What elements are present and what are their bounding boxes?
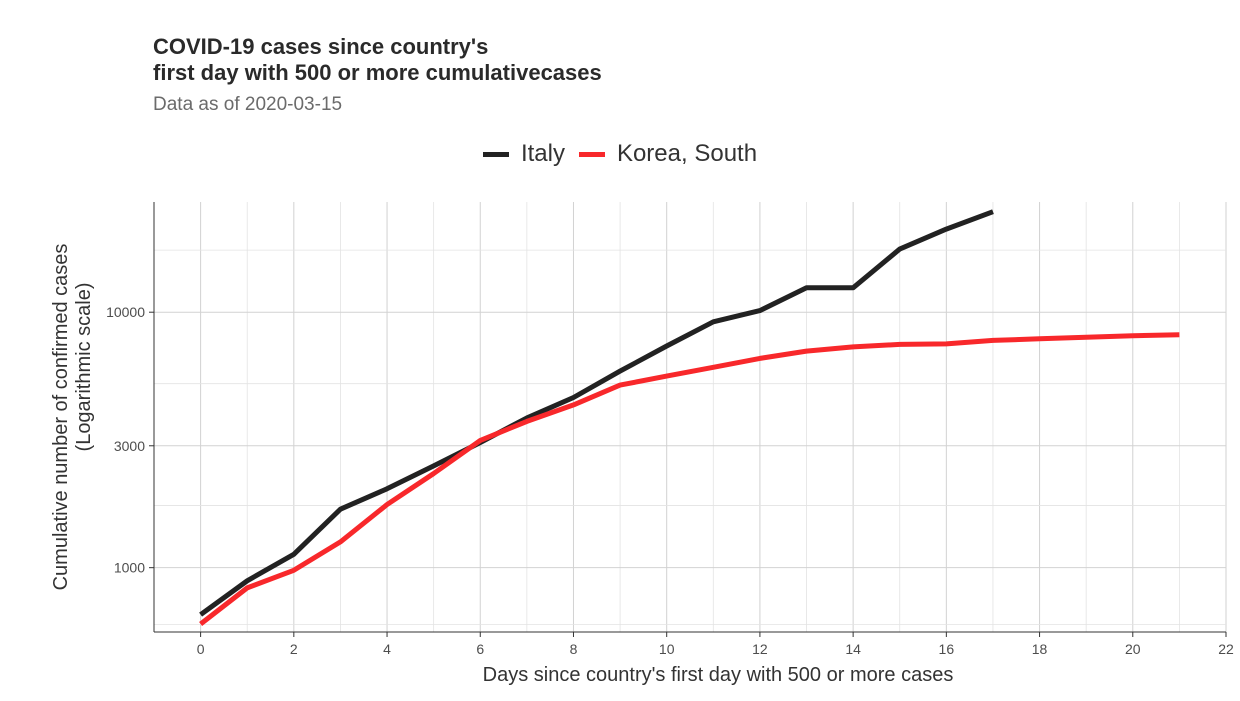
x-tick-label: 20 [1125,641,1141,657]
x-tick-label: 2 [290,641,298,657]
x-tick-label: 8 [570,641,578,657]
x-tick-label: 18 [1032,641,1048,657]
y-tick-label: 1000 [114,560,145,576]
series-line-korea-south [199,332,1180,626]
chart-subtitle: Data as of 2020-03-15 [153,94,343,115]
legend-label-korea-south: Korea, South [616,140,758,167]
x-tick-label: 12 [752,641,768,657]
y-axis-title-line1: Cumulative number of confirmed cases [50,244,72,591]
y-axis-title-line2: (Logarithmic scale) [73,283,95,452]
legend-item-korea-south: Korea, South [578,140,758,168]
x-tick-label: 0 [197,641,205,657]
x-tick-label: 16 [939,641,955,657]
chart-title-line2: first day with 500 or more cumulativecas… [153,60,602,85]
y-tick-label: 3000 [114,438,145,454]
y-tick-label: 10000 [106,304,145,320]
x-tick-label: 14 [845,641,861,657]
gridlines [153,202,1227,632]
series-line-italy [199,209,994,617]
x-tick-label: 22 [1218,641,1234,657]
series-lines [199,209,1180,626]
x-tick-label: 4 [383,641,391,657]
legend-swatch-italy [482,151,509,157]
legend-label-italy: Italy [520,140,565,167]
chart-title: COVID-19 cases since country's first day… [153,34,602,86]
legend: Italy Korea, South [0,140,1240,168]
axes [149,202,1227,637]
x-tick-label: 6 [476,641,484,657]
legend-item-italy: Italy [482,140,565,168]
x-tick-label: 10 [659,641,675,657]
x-axis-title: Days since country's first day with 500 … [483,664,954,686]
axis-labels: 0 2 4 6 8 10 12 14 16 18 20 22 1000 3000 10000 [106,304,1234,657]
legend-swatch-korea-south [578,151,605,157]
chart-title-line1: COVID-19 cases since country's [153,34,489,59]
